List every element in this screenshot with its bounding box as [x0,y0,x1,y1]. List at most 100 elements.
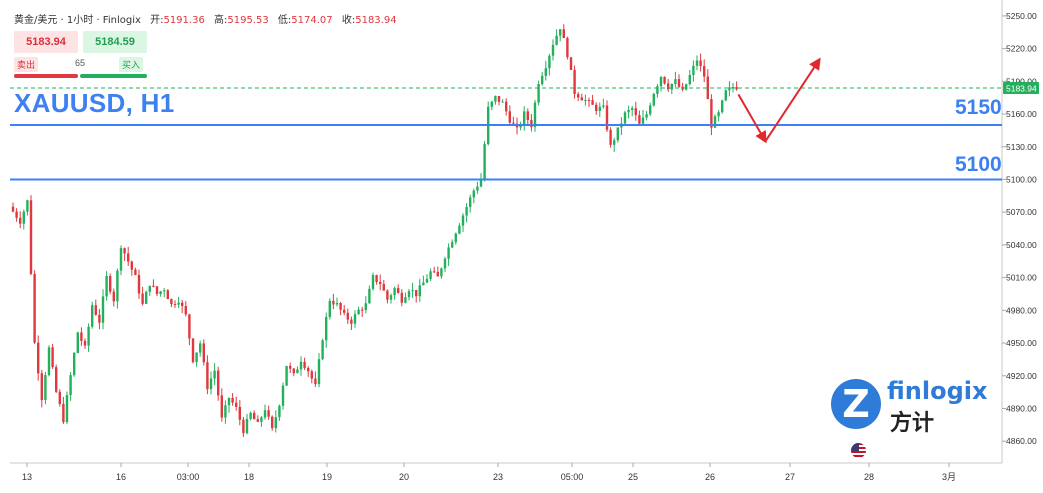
candle-body [685,84,688,90]
candle-body [26,200,29,212]
candle-body [253,412,256,420]
candle-body [609,129,612,145]
candle-body [325,317,328,341]
candle-body [670,83,673,90]
candle-body [314,378,317,385]
candle-body [735,86,738,90]
candle-body [155,286,159,295]
candle-body [569,57,573,70]
candle-body [641,117,645,124]
chart-overlay-title: XAUUSD, H1 [14,88,175,118]
x-tick-label: 26 [705,472,715,482]
candle-body [101,296,105,323]
candle-body [404,297,407,303]
candle-body [677,79,681,87]
candle-body [703,66,706,77]
candle-body [19,217,22,224]
last-price-tag-label: 5183.94 [1006,83,1037,93]
candle-body [562,29,565,39]
candle-body [166,290,169,300]
candle-body [195,352,198,363]
candle-body [443,258,447,269]
candle-body [296,369,299,374]
candle-body [721,100,724,113]
finlogix-logo-icon: Z [831,379,881,429]
candle-body [476,186,479,191]
candle-body [170,299,173,305]
low-label: 低: [277,15,292,26]
candle-body [573,69,576,95]
candle-body [616,127,619,141]
candle-body [461,215,465,226]
candle-body [523,111,526,125]
y-tick-label: 5070.00 [1006,207,1037,217]
candle-body [44,375,47,401]
candle-body [695,60,699,66]
candle-body [328,300,331,318]
candle-body [65,395,69,423]
y-tick-label: 4950.00 [1006,338,1037,348]
y-tick-label: 4980.00 [1006,305,1037,315]
candle-body [199,343,202,353]
candle-body [407,291,411,298]
candle-body [587,99,591,101]
candle-body [184,306,187,315]
candle-body [310,371,313,379]
candle-body [530,120,533,128]
candle-body [649,105,652,115]
high-label: 高: [214,15,228,26]
candle-body [451,242,454,248]
candle-body [555,35,558,45]
candle-body [548,55,551,69]
candle-body [598,106,601,112]
sell-price-button[interactable]: 5183.94 [14,31,78,53]
candle-body [418,285,421,297]
candle-body [112,291,115,302]
candle-body [73,352,76,376]
y-tick-label: 4920.00 [1006,371,1037,381]
candle-body [638,115,641,124]
candle-body [94,305,97,315]
candle-body [580,97,583,101]
candle-body [105,276,108,297]
y-tick-label: 5220.00 [1006,44,1037,54]
candle-body [37,342,40,374]
candle-body [134,269,137,276]
candle-body [76,332,79,353]
buy-button[interactable]: 买入 [118,57,143,72]
candle-body [109,276,112,292]
candle-body [245,418,249,434]
candle-body [335,302,339,305]
candle-body [159,291,162,295]
candle-body [51,347,54,368]
candle-body [595,104,598,112]
candle-body [659,76,663,87]
level-label-lower: 5100 [955,153,1002,176]
candle-body [307,367,310,372]
candle-body [209,378,213,390]
candle-body [163,290,166,292]
x-tick-label: 13 [22,472,32,482]
candle-body [447,247,450,259]
candle-body [289,365,292,369]
candle-body [292,368,295,374]
candle-body [706,76,709,100]
candle-body [541,75,544,85]
candle-body [440,268,443,277]
y-tick-label: 5160.00 [1006,109,1037,119]
sell-button[interactable]: 卖出 [14,57,39,72]
candle-body [397,288,400,293]
candle-body [652,93,655,106]
candle-body [490,101,493,107]
candle-body [411,290,414,292]
candle-body [148,285,151,292]
buy-price-button[interactable]: 5184.59 [83,31,147,53]
candle-body [728,87,731,91]
candle-body [627,109,630,113]
candle-body [634,108,637,116]
candle-body [227,397,231,406]
candle-body [559,29,562,36]
y-tick-label: 4860.00 [1006,436,1037,446]
candle-body [415,290,418,297]
